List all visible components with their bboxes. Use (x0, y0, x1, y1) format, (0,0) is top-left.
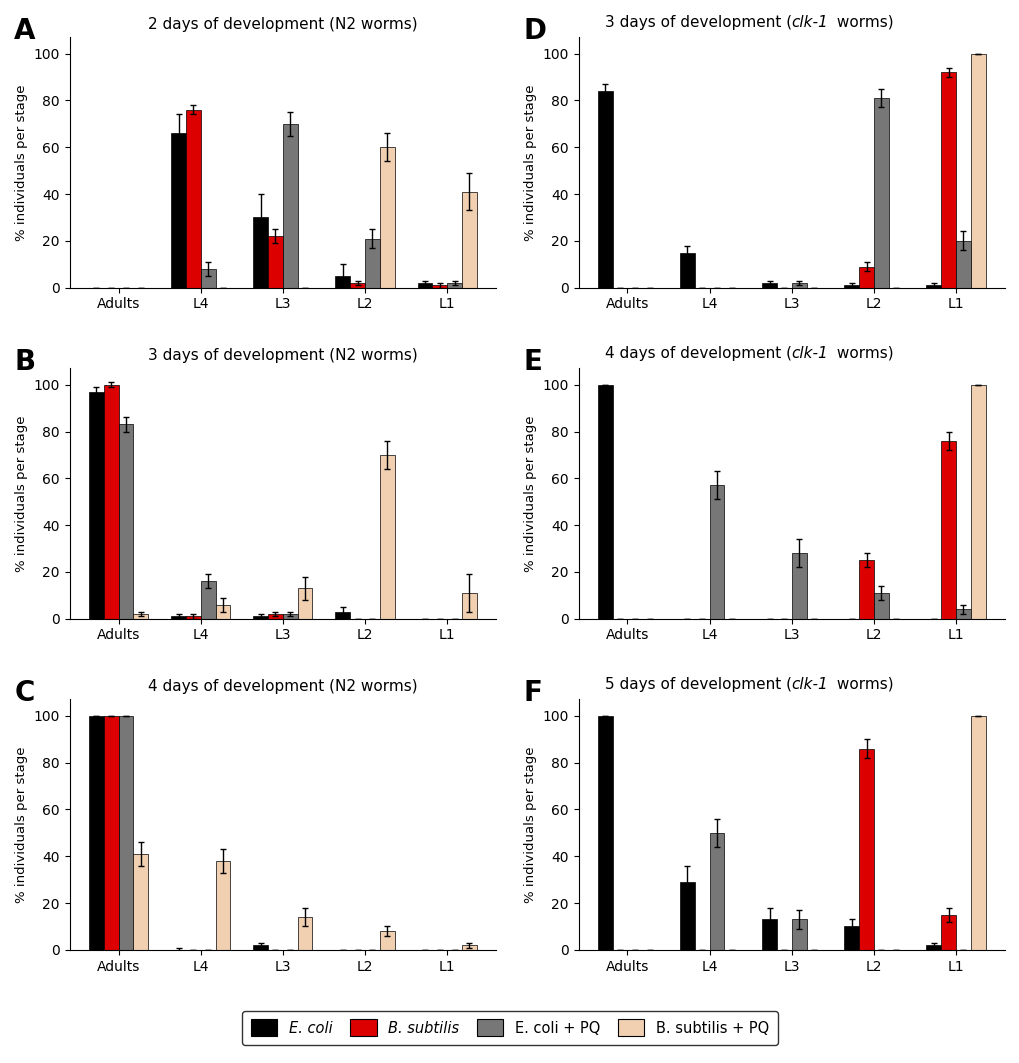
Bar (89, 392, 104, 619)
Bar (761, 919, 776, 950)
Text: 5 days of development (: 5 days of development ( (604, 677, 791, 692)
Bar (462, 593, 476, 619)
Bar (185, 109, 201, 288)
Bar (680, 882, 694, 950)
Bar (432, 285, 446, 288)
Bar (941, 915, 955, 950)
Bar (462, 945, 476, 950)
Bar (925, 945, 941, 950)
Bar (282, 614, 298, 619)
Bar (955, 609, 970, 619)
Title: 2 days of development (N2 worms): 2 days of development (N2 worms) (148, 17, 418, 32)
Text: 4 days of development (: 4 days of development ( (604, 345, 791, 360)
Bar (925, 285, 941, 288)
Bar (253, 945, 268, 950)
Bar (365, 238, 379, 288)
Bar (215, 605, 230, 619)
Bar (379, 148, 394, 288)
Bar (379, 931, 394, 950)
Bar (171, 617, 185, 619)
Text: worms): worms) (832, 677, 893, 692)
Bar (858, 560, 873, 619)
Bar (941, 441, 955, 619)
Text: C: C (14, 679, 35, 707)
Bar (858, 267, 873, 288)
Bar (791, 283, 806, 288)
Bar (201, 581, 215, 619)
Text: D: D (523, 17, 545, 46)
Bar (873, 593, 888, 619)
Bar (680, 253, 694, 288)
Bar (268, 236, 282, 288)
Bar (201, 269, 215, 288)
Bar (970, 715, 984, 950)
Text: 3 days of development (: 3 days of development ( (604, 15, 791, 30)
Bar (298, 917, 312, 950)
Bar (462, 191, 476, 288)
Bar (350, 283, 365, 288)
Bar (215, 861, 230, 950)
Text: B: B (14, 349, 36, 376)
Bar (597, 715, 612, 950)
Bar (298, 588, 312, 619)
Y-axis label: % individuals per stage: % individuals per stage (15, 416, 28, 572)
Text: E: E (523, 349, 541, 376)
Y-axis label: % individuals per stage: % individuals per stage (15, 746, 28, 902)
Bar (335, 611, 350, 619)
Text: A: A (14, 17, 36, 46)
Text: clk-1: clk-1 (791, 15, 827, 30)
Bar (791, 553, 806, 619)
Bar (970, 385, 984, 619)
Text: clk-1: clk-1 (791, 345, 827, 360)
Bar (597, 385, 612, 619)
Bar (791, 919, 806, 950)
Bar (282, 123, 298, 288)
Text: F: F (523, 679, 541, 707)
Y-axis label: % individuals per stage: % individuals per stage (524, 416, 536, 572)
Bar (709, 832, 723, 950)
Bar (858, 748, 873, 950)
Bar (89, 715, 104, 950)
Title: 4 days of development (N2 worms): 4 days of development (N2 worms) (148, 679, 418, 694)
Y-axis label: % individuals per stage: % individuals per stage (524, 84, 536, 240)
Bar (253, 617, 268, 619)
Text: worms): worms) (832, 345, 893, 360)
Text: clk-1: clk-1 (791, 677, 827, 692)
Bar (709, 486, 723, 619)
Bar (104, 715, 118, 950)
Y-axis label: % individuals per stage: % individuals per stage (524, 746, 536, 902)
Bar (171, 133, 185, 288)
Bar (417, 283, 432, 288)
Bar (104, 385, 118, 619)
Bar (118, 715, 133, 950)
Bar (379, 455, 394, 619)
Legend: E. coli, B. subtilis, E. coli + PQ, B. subtilis + PQ: E. coli, B. subtilis, E. coli + PQ, B. s… (243, 1011, 776, 1045)
Bar (844, 285, 858, 288)
Bar (873, 98, 888, 288)
Bar (133, 614, 148, 619)
Bar (844, 927, 858, 950)
Bar (268, 614, 282, 619)
Bar (761, 283, 776, 288)
Y-axis label: % individuals per stage: % individuals per stage (15, 84, 28, 240)
Title: 3 days of development (N2 worms): 3 days of development (N2 worms) (148, 348, 418, 362)
Bar (335, 276, 350, 288)
Bar (941, 72, 955, 288)
Text: worms): worms) (832, 15, 893, 30)
Bar (118, 424, 133, 619)
Bar (253, 218, 268, 288)
Bar (597, 91, 612, 288)
Bar (970, 53, 984, 288)
Bar (133, 854, 148, 950)
Bar (955, 241, 970, 288)
Bar (446, 283, 462, 288)
Bar (185, 617, 201, 619)
